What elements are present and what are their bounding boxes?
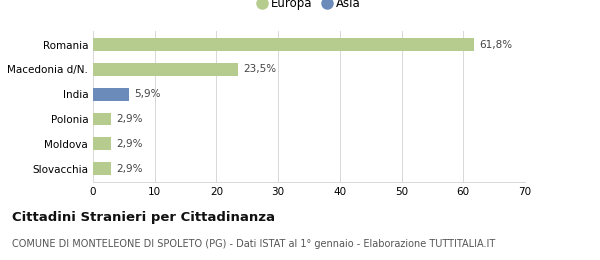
Bar — [93, 38, 475, 51]
Bar — [93, 63, 238, 76]
Text: Cittadini Stranieri per Cittadinanza: Cittadini Stranieri per Cittadinanza — [12, 211, 275, 224]
Text: 2,9%: 2,9% — [116, 114, 142, 124]
Text: 61,8%: 61,8% — [479, 40, 512, 49]
Text: COMUNE DI MONTELEONE DI SPOLETO (PG) - Dati ISTAT al 1° gennaio - Elaborazione T: COMUNE DI MONTELEONE DI SPOLETO (PG) - D… — [12, 239, 495, 249]
Legend: Europa, Asia: Europa, Asia — [254, 0, 364, 12]
Bar — [93, 162, 111, 175]
Text: 2,9%: 2,9% — [116, 139, 142, 149]
Bar — [93, 137, 111, 150]
Bar — [93, 113, 111, 126]
Text: 2,9%: 2,9% — [116, 164, 142, 174]
Bar — [93, 88, 130, 101]
Text: 23,5%: 23,5% — [243, 64, 276, 74]
Text: 5,9%: 5,9% — [134, 89, 161, 99]
